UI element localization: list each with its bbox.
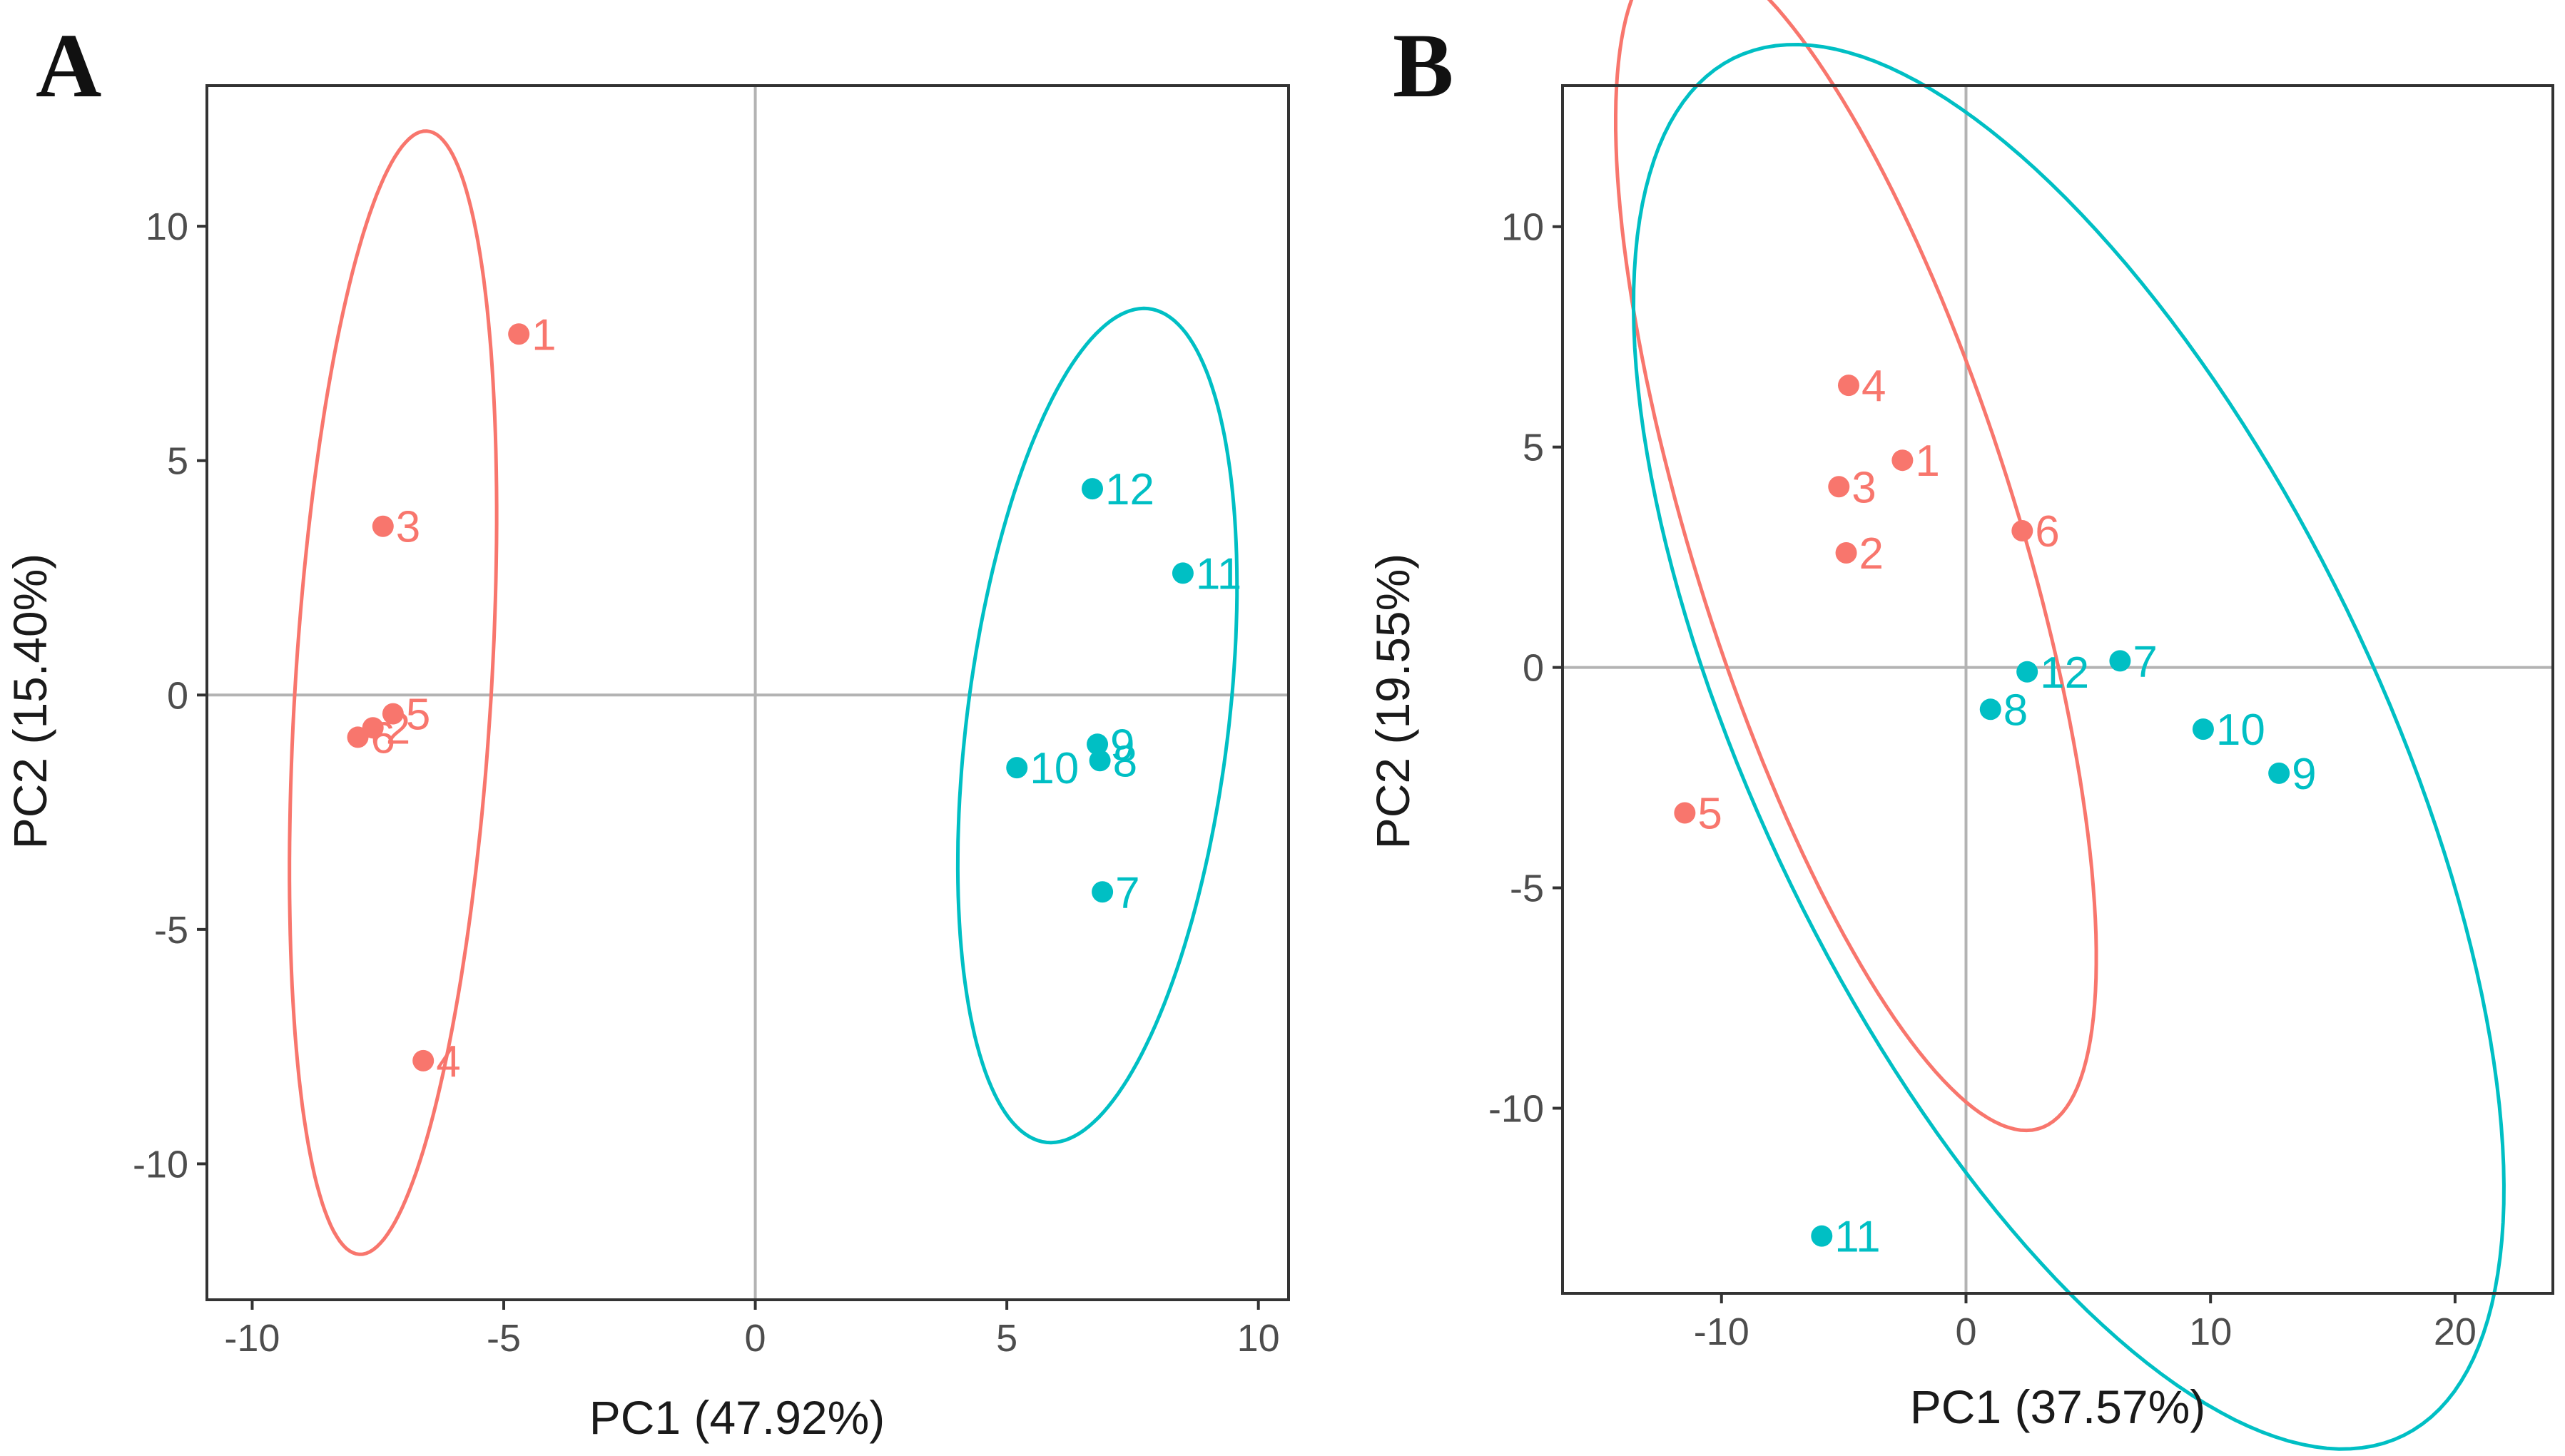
point-label-1: 1 — [532, 310, 556, 360]
point-label-3: 3 — [1852, 463, 1876, 512]
point-label-12: 12 — [1105, 465, 1154, 514]
confidence-ellipse-group2 — [1631, 42, 2506, 1451]
point-label-11: 11 — [1834, 1213, 1880, 1262]
confidence-ellipse-group1 — [288, 129, 499, 1256]
y-tick-label: -10 — [133, 1143, 188, 1186]
confidence-ellipse-group2 — [955, 306, 1239, 1145]
plot-frame — [1561, 84, 2554, 1295]
point-label-8: 8 — [2003, 686, 2028, 735]
point-label-3: 3 — [396, 503, 420, 552]
x-axis-title: PC1 (37.57%) — [1910, 1380, 2206, 1433]
data-point-5 — [1674, 802, 1696, 824]
data-point-12 — [2016, 661, 2038, 683]
data-point-4 — [412, 1049, 435, 1071]
x-tick-label: 10 — [1237, 1317, 1280, 1360]
point-label-6: 6 — [2035, 507, 2059, 556]
y-tick-label: 0 — [1523, 647, 1544, 690]
data-point-9 — [1087, 733, 1109, 755]
y-tick-label: 5 — [1523, 427, 1544, 469]
point-label-7: 7 — [2133, 637, 2157, 686]
y-tick-label: 0 — [167, 674, 188, 717]
x-tick-label: -5 — [487, 1317, 521, 1360]
x-tick-label: 0 — [745, 1317, 766, 1360]
data-point-8 — [1089, 750, 1111, 772]
data-point-9 — [2268, 762, 2290, 784]
x-tick-label: 10 — [2189, 1310, 2232, 1353]
point-label-8: 8 — [1113, 737, 1137, 786]
x-tick-label: -10 — [224, 1317, 280, 1360]
y-tick-label: -5 — [1510, 867, 1544, 910]
data-point-6 — [347, 726, 369, 748]
point-label-11: 11 — [1196, 549, 1241, 599]
point-label-5: 5 — [406, 691, 430, 740]
data-point-2 — [1835, 541, 1857, 564]
y-tick-label: 5 — [167, 440, 188, 483]
data-point-12 — [1082, 478, 1104, 500]
point-label-4: 4 — [436, 1037, 460, 1086]
y-tick-label: 10 — [1501, 206, 1544, 249]
point-label-9: 9 — [1110, 721, 1134, 770]
data-point-1 — [508, 323, 530, 345]
data-point-11 — [1172, 562, 1194, 584]
data-point-7 — [1092, 881, 1114, 903]
data-point-1 — [1891, 449, 1914, 472]
point-label-10: 10 — [1030, 744, 1079, 793]
x-tick-label: 5 — [996, 1317, 1017, 1360]
data-point-4 — [1837, 375, 1859, 397]
data-point-10 — [2192, 718, 2214, 740]
point-label-4: 4 — [1861, 362, 1886, 411]
point-label-9: 9 — [2292, 750, 2316, 799]
data-point-8 — [1979, 698, 2001, 721]
confidence-ellipse-group1 — [1614, 0, 2098, 1133]
point-label-12: 12 — [2040, 648, 2089, 698]
data-point-11 — [1811, 1225, 1833, 1247]
x-tick-label: -10 — [1694, 1310, 1749, 1353]
y-tick-label: -10 — [1488, 1087, 1544, 1130]
data-point-7 — [2109, 650, 2131, 672]
panel-letter: A — [36, 15, 101, 116]
point-label-5: 5 — [1697, 790, 1722, 839]
point-label-7: 7 — [1115, 868, 1139, 917]
panel-letter: B — [1393, 15, 1453, 116]
data-point-3 — [372, 515, 394, 537]
point-label-10: 10 — [2216, 706, 2265, 755]
data-point-3 — [1828, 476, 1850, 498]
x-tick-label: 0 — [1955, 1310, 1976, 1353]
point-label-6: 6 — [371, 713, 395, 763]
x-axis-title: PC1 (47.92%) — [589, 1391, 885, 1444]
y-tick-label: -5 — [154, 909, 188, 952]
data-point-5 — [382, 703, 404, 725]
y-axis-title: PC2 (19.55%) — [1366, 554, 1419, 850]
x-tick-label: 20 — [2434, 1310, 2477, 1353]
y-axis-title: PC2 (15.40%) — [4, 554, 56, 850]
data-point-10 — [1006, 757, 1028, 779]
point-label-2: 2 — [1859, 529, 1884, 579]
y-tick-label: 10 — [146, 205, 188, 248]
plot-frame — [205, 84, 1290, 1301]
data-point-6 — [2011, 520, 2033, 542]
point-label-1: 1 — [1915, 437, 1939, 486]
